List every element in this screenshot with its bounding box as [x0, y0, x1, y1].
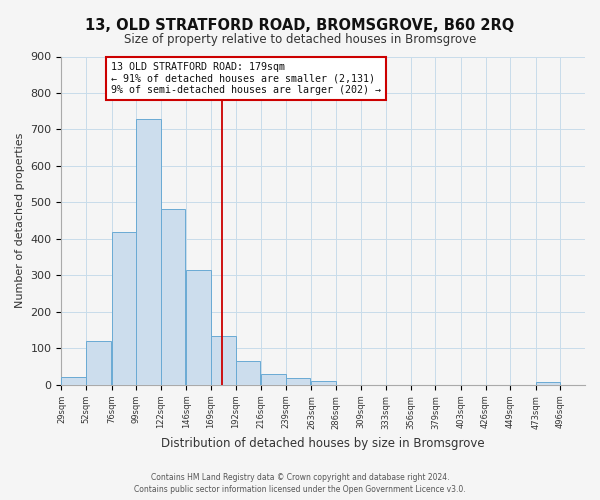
Bar: [311, 382, 336, 385]
Text: 13 OLD STRATFORD ROAD: 179sqm
← 91% of detached houses are smaller (2,131)
9% of: 13 OLD STRATFORD ROAD: 179sqm ← 91% of d…: [110, 62, 380, 95]
X-axis label: Distribution of detached houses by size in Bromsgrove: Distribution of detached houses by size …: [161, 437, 485, 450]
Bar: [236, 361, 260, 385]
Text: Size of property relative to detached houses in Bromsgrove: Size of property relative to detached ho…: [124, 32, 476, 46]
Y-axis label: Number of detached properties: Number of detached properties: [15, 133, 25, 308]
Bar: [211, 336, 236, 385]
Bar: [261, 374, 286, 385]
Text: 13, OLD STRATFORD ROAD, BROMSGROVE, B60 2RQ: 13, OLD STRATFORD ROAD, BROMSGROVE, B60 …: [85, 18, 515, 32]
Text: Contains HM Land Registry data © Crown copyright and database right 2024.
Contai: Contains HM Land Registry data © Crown c…: [134, 472, 466, 494]
Bar: [112, 232, 136, 385]
Bar: [161, 208, 185, 385]
Bar: [187, 270, 211, 385]
Bar: [536, 382, 560, 385]
Bar: [86, 341, 110, 385]
Bar: [136, 118, 161, 385]
Bar: [286, 378, 310, 385]
Bar: [61, 377, 86, 385]
